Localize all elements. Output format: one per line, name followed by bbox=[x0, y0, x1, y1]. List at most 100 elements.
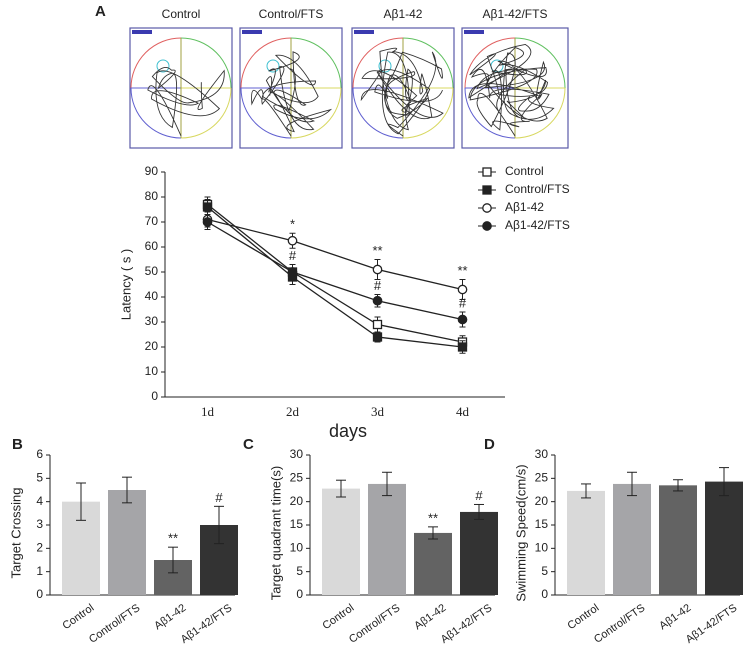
quad bbox=[352, 87, 404, 139]
bar bbox=[705, 481, 743, 595]
quad bbox=[130, 87, 182, 139]
swim-tag bbox=[354, 30, 374, 34]
y-tick-label: 15 bbox=[290, 517, 304, 531]
y-tick-label: 30 bbox=[290, 447, 304, 461]
marker bbox=[457, 284, 468, 295]
x-tick-label: Control bbox=[60, 602, 96, 632]
y-axis-label: Target Crossing bbox=[8, 487, 23, 578]
bar bbox=[659, 485, 697, 595]
y-tick-label: 80 bbox=[145, 189, 159, 203]
swim-label: Aβ1-42 bbox=[384, 7, 423, 21]
annotation: ** bbox=[428, 510, 438, 525]
x-tick-label: Aβ1-42/FTS bbox=[179, 602, 235, 646]
swim-tag bbox=[464, 30, 484, 34]
annotation: # bbox=[215, 490, 223, 505]
x-tick-label: Aβ1-42 bbox=[657, 602, 693, 632]
y-tick-label: 3 bbox=[36, 517, 43, 531]
marker bbox=[482, 221, 492, 231]
swim-label: Aβ1-42/FTS bbox=[483, 7, 548, 21]
y-tick-label: 90 bbox=[145, 164, 159, 178]
y-tick-label: 40 bbox=[145, 289, 159, 303]
quad bbox=[180, 87, 232, 139]
annotation: # bbox=[459, 295, 467, 310]
x-tick-label: Control/FTS bbox=[347, 602, 402, 646]
y-tick-label: 4 bbox=[36, 494, 43, 508]
series-line bbox=[207, 221, 463, 321]
x-tick-label: 2d bbox=[286, 404, 300, 419]
panel-label: B bbox=[12, 436, 23, 453]
legend-label: Control bbox=[505, 164, 544, 178]
marker bbox=[482, 203, 492, 213]
annotation: # bbox=[374, 278, 382, 293]
series-line bbox=[207, 206, 463, 348]
y-tick-label: 30 bbox=[145, 314, 159, 328]
y-tick-label: 0 bbox=[36, 587, 43, 601]
y-tick-label: 6 bbox=[36, 447, 43, 461]
y-axis-label: Swimming Speed(cm/s) bbox=[513, 464, 528, 601]
annotation: # bbox=[289, 248, 297, 263]
swim-label: Control/FTS bbox=[259, 7, 324, 21]
y-tick-label: 5 bbox=[541, 564, 548, 578]
y-tick-label: 25 bbox=[290, 471, 304, 485]
bar bbox=[613, 483, 651, 595]
y-tick-label: 2 bbox=[36, 541, 43, 555]
swim-path bbox=[468, 44, 555, 137]
panel-label: A bbox=[95, 3, 106, 20]
y-tick-label: 10 bbox=[290, 541, 304, 555]
annotation: * bbox=[290, 217, 295, 232]
platform bbox=[378, 59, 392, 73]
series-line bbox=[207, 203, 463, 343]
annotation: # bbox=[475, 488, 483, 503]
marker bbox=[202, 202, 213, 212]
y-tick-label: 0 bbox=[151, 389, 158, 403]
marker bbox=[482, 185, 492, 195]
marker bbox=[372, 319, 383, 330]
y-tick-label: 70 bbox=[145, 214, 159, 228]
x-tick-label: Control bbox=[565, 602, 601, 632]
y-tick-label: 10 bbox=[145, 364, 159, 378]
legend-label: Aβ1-42/FTS bbox=[505, 218, 570, 232]
x-tick-label: Control/FTS bbox=[592, 602, 647, 646]
marker bbox=[287, 235, 298, 246]
quad bbox=[290, 87, 342, 139]
quad bbox=[290, 37, 342, 89]
swim-label: Control bbox=[162, 7, 201, 21]
swim-path bbox=[147, 67, 225, 137]
bar bbox=[460, 511, 498, 595]
quad bbox=[180, 37, 232, 89]
quad bbox=[352, 37, 404, 89]
y-tick-label: 10 bbox=[535, 541, 549, 555]
quad bbox=[514, 87, 566, 139]
x-tick-label: Aβ1-42 bbox=[152, 602, 188, 632]
marker bbox=[372, 264, 383, 275]
marker bbox=[287, 267, 298, 277]
swim-path bbox=[360, 47, 444, 137]
y-tick-label: 20 bbox=[535, 494, 549, 508]
y-tick-label: 1 bbox=[36, 564, 43, 578]
y-axis-label: Target quadrant time(s) bbox=[268, 466, 283, 600]
annotation: ** bbox=[168, 531, 178, 546]
y-tick-label: 30 bbox=[535, 447, 549, 461]
x-tick-label: 4d bbox=[456, 404, 470, 419]
swim-tag bbox=[242, 30, 262, 34]
x-tick-label: Control bbox=[320, 602, 356, 632]
platform bbox=[156, 59, 170, 73]
series-line bbox=[207, 218, 463, 291]
annotation: ** bbox=[457, 263, 467, 278]
x-tick-label: Control/FTS bbox=[87, 602, 142, 646]
x-tick-label: 1d bbox=[201, 404, 215, 419]
marker bbox=[202, 217, 213, 227]
annotation: ** bbox=[372, 243, 382, 258]
y-tick-label: 0 bbox=[296, 587, 303, 601]
panel-label: C bbox=[243, 436, 254, 453]
y-tick-label: 0 bbox=[541, 587, 548, 601]
bar bbox=[368, 483, 406, 595]
bar bbox=[322, 488, 360, 595]
quad bbox=[130, 37, 182, 89]
marker bbox=[372, 332, 383, 342]
quad bbox=[402, 37, 454, 89]
quad bbox=[240, 37, 292, 89]
panel-label: D bbox=[484, 436, 495, 453]
x-tick-label: Aβ1-42 bbox=[412, 602, 448, 632]
bar bbox=[108, 490, 146, 595]
